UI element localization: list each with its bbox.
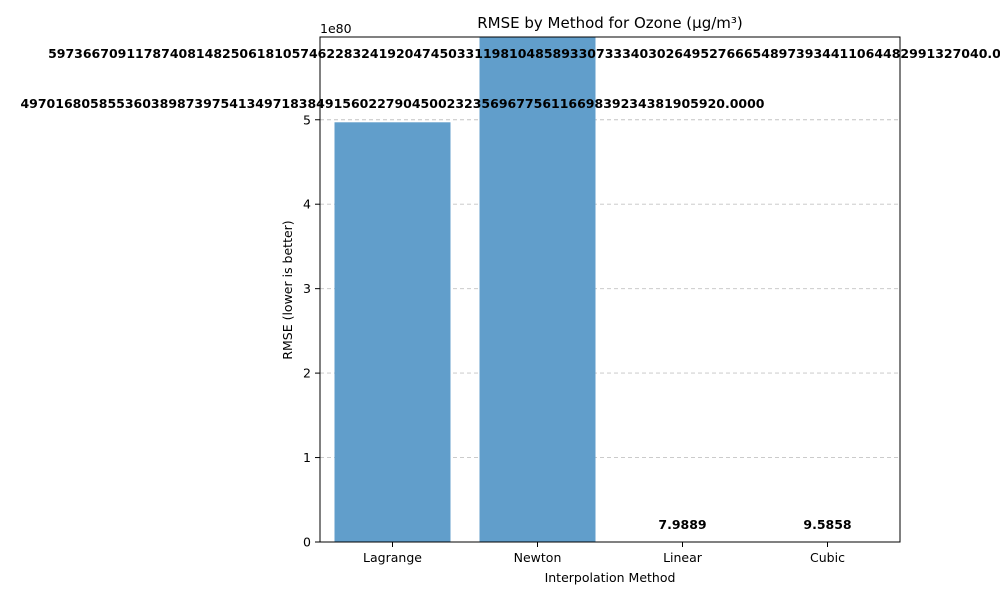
y-tick-label: 0 bbox=[303, 535, 311, 550]
gridlines bbox=[320, 119, 900, 459]
y-tick-label: 2 bbox=[303, 366, 311, 381]
x-tick-label-lagrange: Lagrange bbox=[363, 550, 422, 565]
y-axis-ticks: 0 1 2 3 4 5 bbox=[303, 112, 320, 550]
y-tick-label: 4 bbox=[303, 197, 311, 212]
data-label-linear: 7.9889 bbox=[658, 517, 706, 532]
y-axis-offset-text: 1e80 bbox=[320, 21, 352, 36]
x-tick-label-newton: Newton bbox=[514, 550, 562, 565]
data-label-cubic: 9.5858 bbox=[803, 517, 851, 532]
data-label-lagrange: 4970168058553603898739754134971838491560… bbox=[20, 96, 764, 111]
y-tick-label: 3 bbox=[303, 281, 311, 296]
x-tick-label-linear: Linear bbox=[663, 550, 703, 565]
x-axis-ticks: Lagrange Newton Linear Cubic bbox=[363, 542, 845, 565]
x-axis-title: Interpolation Method bbox=[545, 570, 676, 585]
data-label-newton: 5973667091178740814825061810574622832419… bbox=[48, 46, 1000, 61]
y-tick-label: 5 bbox=[303, 112, 311, 127]
bar-newton bbox=[479, 37, 596, 542]
chart-title: RMSE by Method for Ozone (μg/m³) bbox=[477, 14, 743, 32]
data-labels: 4970168058553603898739754134971838491560… bbox=[20, 46, 1000, 532]
y-tick-label: 1 bbox=[303, 450, 311, 465]
bars bbox=[334, 37, 596, 543]
x-tick-label-cubic: Cubic bbox=[810, 550, 845, 565]
y-axis-title: RMSE (lower is better) bbox=[280, 220, 295, 359]
bar-lagrange bbox=[334, 122, 451, 543]
plot-frame bbox=[319, 36, 901, 543]
